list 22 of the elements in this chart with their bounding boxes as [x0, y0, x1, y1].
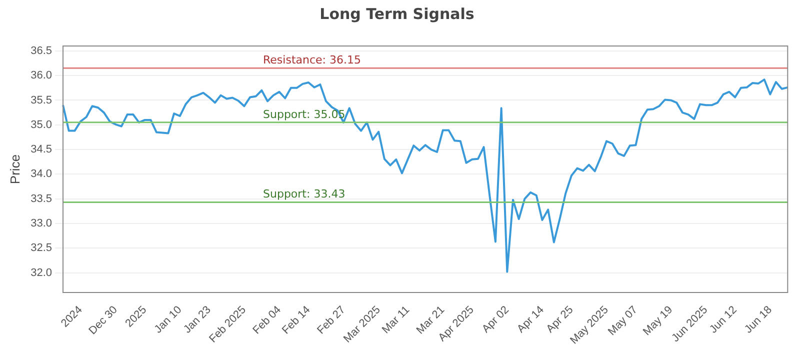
chart-title: Long Term Signals [320, 4, 474, 23]
x-tick-label: Jun 12 [707, 304, 740, 336]
x-tick-label: Apr 02 [480, 304, 512, 336]
x-tick-label: Mar 11 [380, 304, 412, 336]
y-tick-label: 35.5 [30, 94, 52, 106]
x-tick-label: Dec 30 [86, 304, 120, 338]
y-tick-label: 32.0 [30, 266, 52, 279]
ref-line-label: Resistance: 36.15 [263, 54, 361, 67]
x-tick-label: Jan 10 [152, 304, 184, 336]
y-tick-label: 33.5 [30, 192, 52, 205]
y-tick-label: 34.5 [30, 144, 52, 156]
x-tick-label: Apr 14 [515, 304, 546, 336]
ref-line-label: Support: 33.43 [263, 188, 346, 201]
y-tick-label: 33.0 [30, 218, 52, 230]
y-tick-label: 36.5 [30, 44, 52, 57]
y-tick-label: 36.0 [30, 70, 52, 82]
y-axis-title: Price [7, 154, 22, 184]
x-tick-label: Jun 18 [742, 304, 774, 336]
y-tick-label: 32.5 [30, 242, 52, 254]
x-tick-label: Feb 27 [315, 304, 348, 337]
y-tick-label: 34.0 [30, 168, 52, 180]
y-tick-label: 35.0 [30, 118, 52, 131]
